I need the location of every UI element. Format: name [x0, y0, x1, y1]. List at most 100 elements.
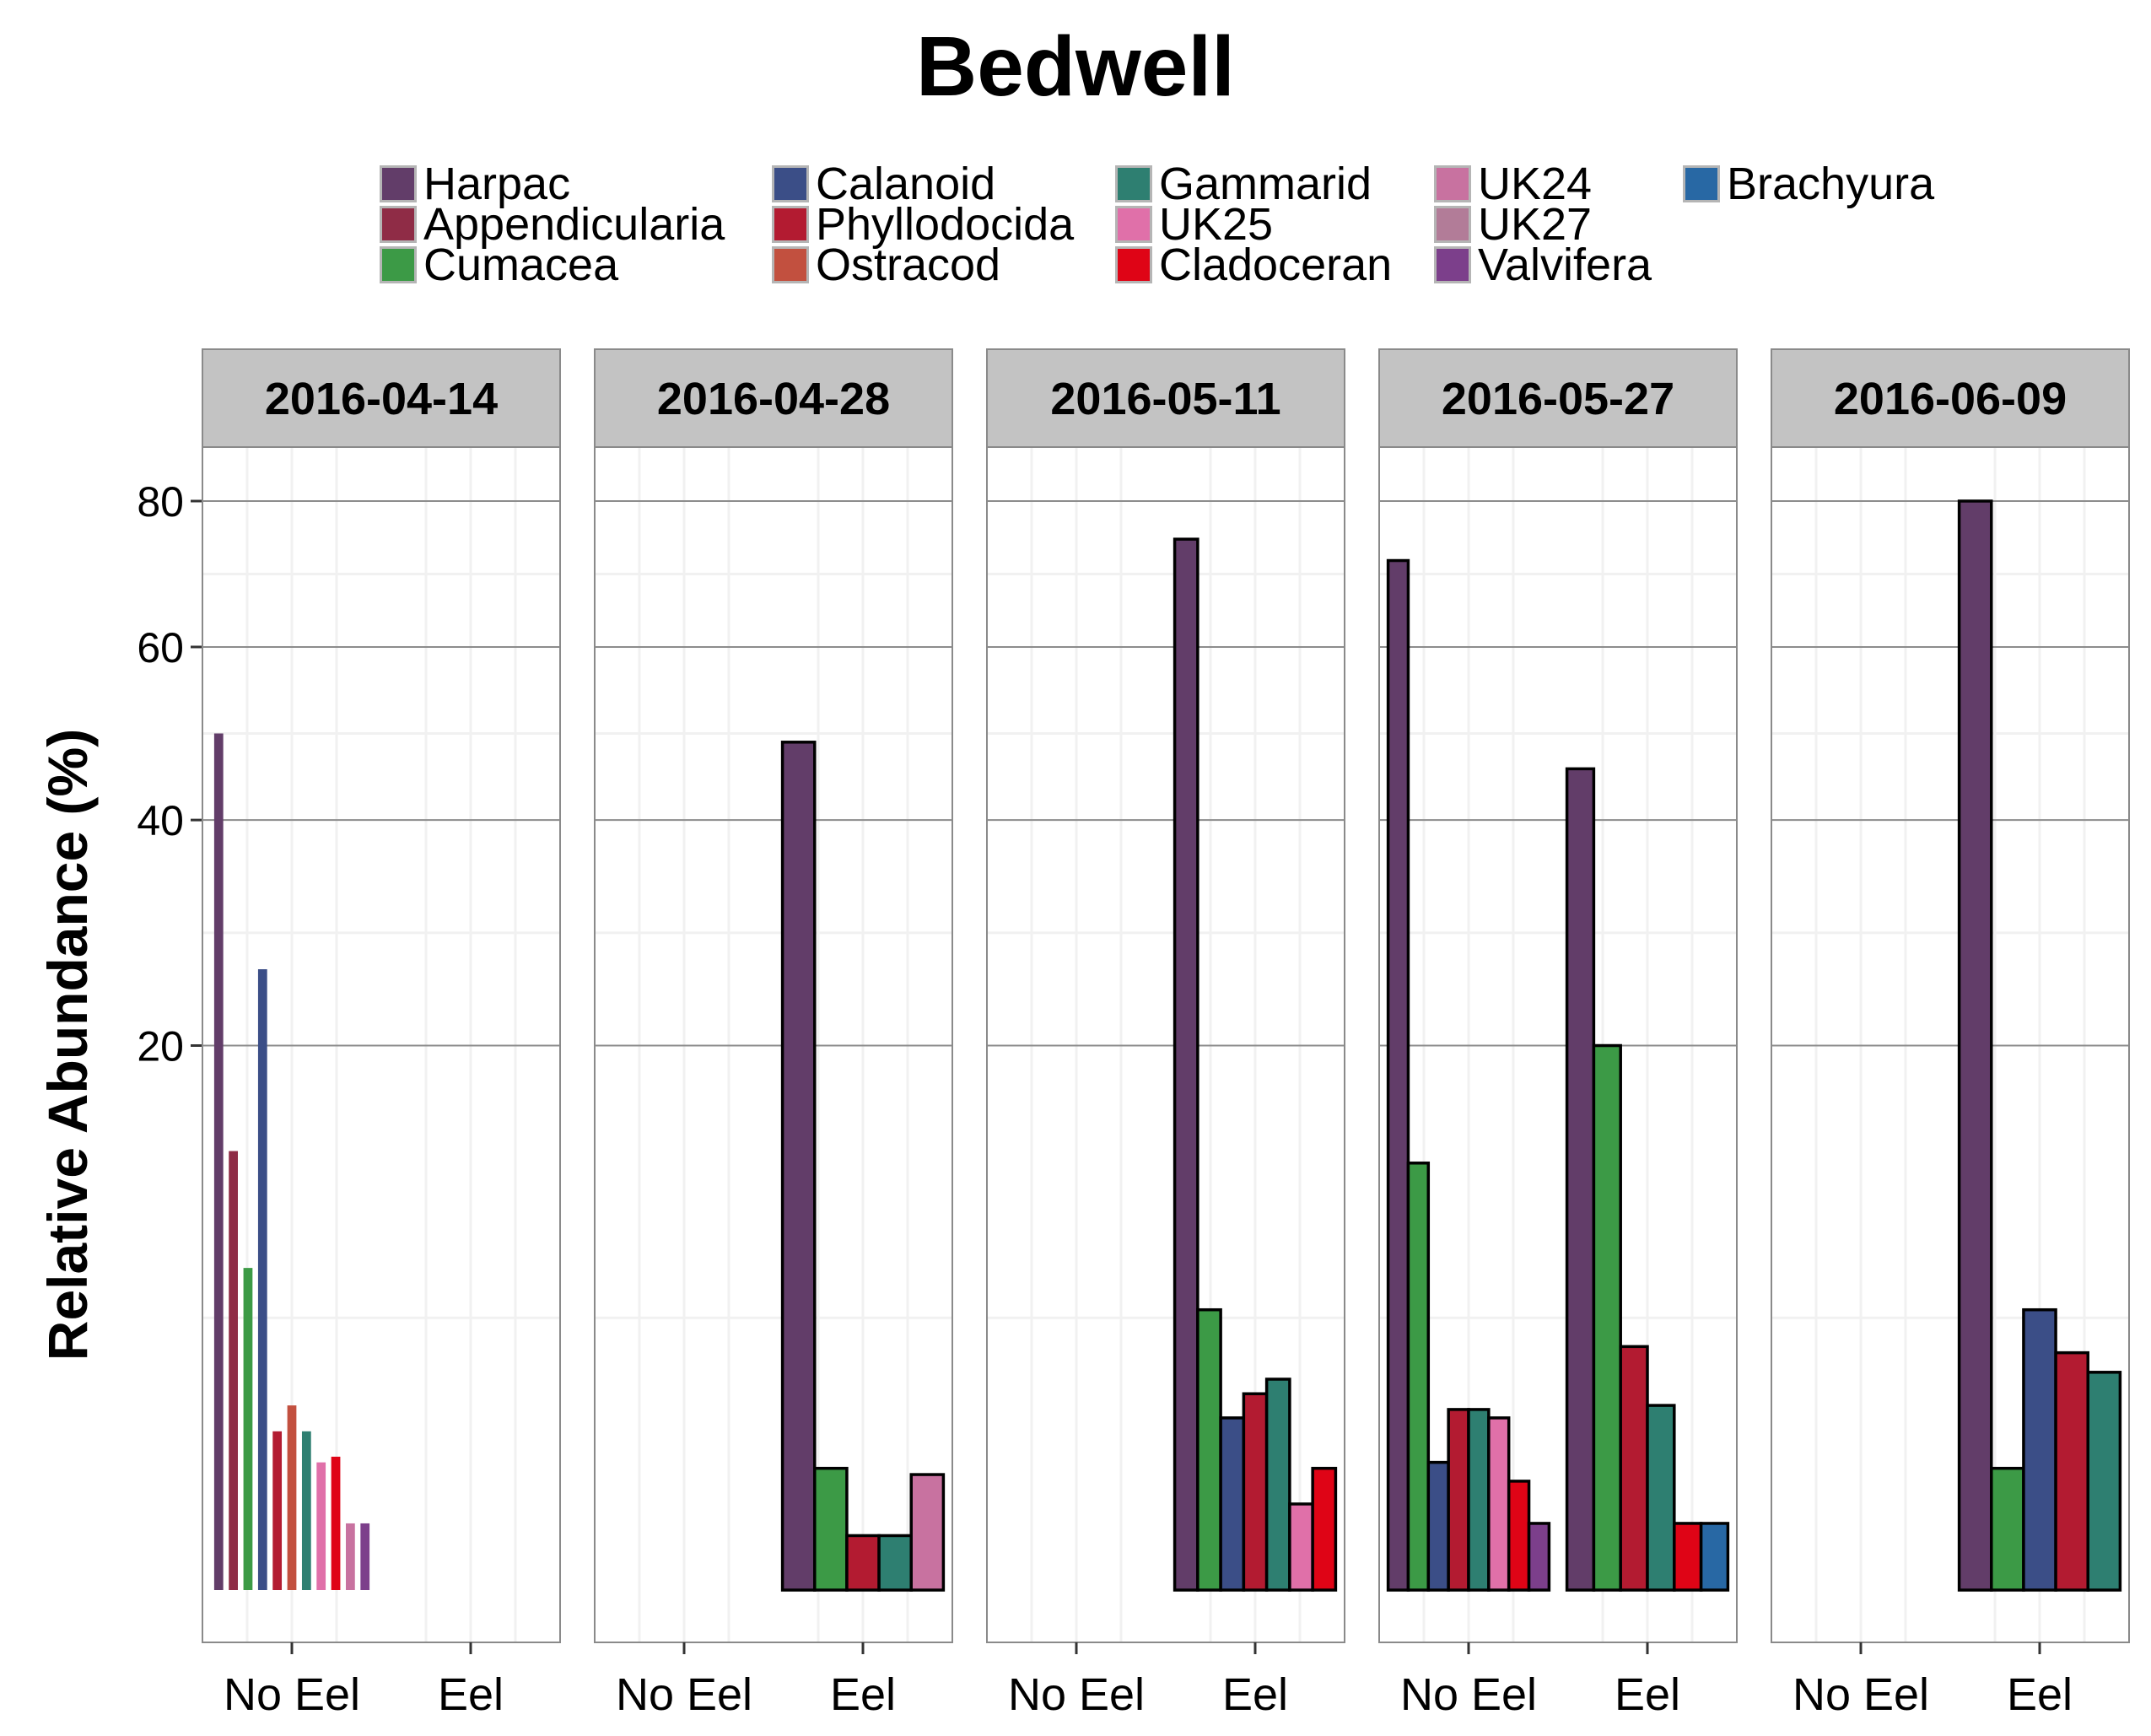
- bar-gammarid: [1264, 1377, 1291, 1592]
- legend-item-cladoceran: Cladoceran: [1115, 240, 1393, 290]
- bar-valvifera: [360, 1523, 370, 1590]
- bar-phyllodocida: [272, 1431, 283, 1590]
- legend-swatch: [1115, 246, 1152, 283]
- bar-harpac: [1565, 767, 1596, 1592]
- x-tick-label: Eel: [1222, 1669, 1288, 1720]
- bar-gammarid: [1646, 1404, 1676, 1592]
- bar-gammarid: [1467, 1408, 1491, 1592]
- panel-2016-04-14: 2016-04-14 No Eel Eel: [202, 348, 561, 1720]
- x-tick-label: Eel: [1615, 1669, 1680, 1720]
- x-tick-label: No Eel: [1792, 1669, 1929, 1720]
- legend-label: Gammarid: [1159, 159, 1372, 209]
- bar-cladoceran: [1673, 1522, 1703, 1592]
- legend-swatch: [380, 165, 417, 202]
- panel-2016-05-27: 2016-05-27 No Eel Eel: [1378, 348, 1738, 1720]
- panel-2016-05-11: 2016-05-11 No Eel Eel: [986, 348, 1345, 1720]
- legend-item-brachyura: Brachyura: [1683, 159, 1935, 209]
- y-tick-label: 20: [137, 1023, 184, 1070]
- legend-item-uk25: UK25: [1115, 199, 1274, 250]
- legend-label: Cladoceran: [1159, 240, 1393, 290]
- panel-border: [1771, 446, 2130, 1643]
- legend-label: Ostracod: [816, 240, 1001, 290]
- facet-strip-label: 2016-04-14: [265, 374, 498, 424]
- facet-strip: [986, 348, 1345, 448]
- legend-item-ostracod: Ostracod: [772, 240, 1001, 290]
- legend-swatch: [1115, 206, 1152, 243]
- bar-cumacea: [1406, 1162, 1431, 1592]
- bar-brachyura: [1699, 1522, 1730, 1592]
- legend-item-gammarid: Gammarid: [1115, 159, 1372, 209]
- bar-phyllodocida: [845, 1534, 881, 1592]
- facet-strip: [594, 348, 953, 448]
- bar-gammarid: [877, 1534, 913, 1592]
- bar-cumacea: [243, 1268, 253, 1590]
- panel-border: [986, 446, 1345, 1643]
- legend-item-calanoid: Calanoid: [772, 159, 996, 209]
- bar-calanoid: [1426, 1460, 1450, 1592]
- bar-harpac: [780, 741, 817, 1592]
- legend-label: Calanoid: [816, 159, 996, 209]
- legend-swatch: [1434, 246, 1471, 283]
- panel-2016-06-09: 2016-06-09 No Eel Eel: [1771, 348, 2130, 1720]
- bar-uk25: [1288, 1502, 1314, 1592]
- facet-strip-label: 2016-05-27: [1442, 374, 1674, 424]
- x-tick-label: Eel: [2007, 1669, 2073, 1720]
- legend-label: UK24: [1478, 159, 1593, 209]
- facet-strip-label: 2016-06-09: [1834, 374, 2067, 424]
- bar-valvifera: [1527, 1522, 1551, 1592]
- legend-swatch: [380, 246, 417, 283]
- x-tick-label: Eel: [830, 1669, 896, 1720]
- facet-strip: [1771, 348, 2130, 448]
- bar-cumacea: [1196, 1307, 1222, 1592]
- legend: Harpac Appendicularia Cumacea Calanoid Phyll…: [0, 0, 2151, 321]
- bar-cladoceran: [1311, 1466, 1338, 1592]
- legend-item-uk24: UK24: [1434, 159, 1593, 209]
- legend-swatch: [1115, 165, 1152, 202]
- legend-label: Harpac: [423, 159, 571, 209]
- bar-harpac: [1173, 537, 1199, 1592]
- bar-gammarid: [2086, 1371, 2122, 1592]
- x-tick-label: No Eel: [1008, 1669, 1145, 1720]
- bar-uk24: [909, 1473, 946, 1592]
- bar-cumacea: [1592, 1043, 1622, 1592]
- legend-label: Cumacea: [423, 240, 619, 290]
- bar-cumacea: [813, 1466, 849, 1592]
- bar-calanoid: [2022, 1307, 2057, 1592]
- legend-item-harpac: Harpac: [380, 159, 571, 209]
- bar-harpac: [213, 733, 224, 1590]
- bar-calanoid: [1219, 1416, 1246, 1592]
- bar-appendicularia: [229, 1151, 238, 1590]
- legend-swatch: [380, 206, 417, 243]
- legend-swatch: [772, 165, 809, 202]
- bar-cladoceran: [331, 1456, 341, 1590]
- legend-item-appendicularia: Appendicularia: [380, 202, 725, 247]
- bar-gammarid: [301, 1431, 311, 1590]
- legend-label: Brachyura: [1727, 159, 1935, 209]
- facet-strip-label: 2016-05-11: [1050, 374, 1280, 424]
- bar-cumacea: [1990, 1466, 2025, 1592]
- panel-border: [1378, 446, 1738, 1643]
- x-tick-label: No Eel: [616, 1669, 752, 1720]
- legend-label: Phyllodocida: [816, 199, 1075, 250]
- legend-label: UK25: [1159, 199, 1274, 250]
- legend-item-phyllodocida: Phyllodocida: [772, 199, 1075, 250]
- facet-strip-label: 2016-04-28: [657, 374, 890, 424]
- legend-swatch: [772, 246, 809, 283]
- bar-ostracod: [287, 1405, 297, 1590]
- bar-phyllodocida: [1242, 1392, 1269, 1592]
- legend-item-uk27: UK27: [1434, 202, 1592, 247]
- chart-title: Bedwell: [916, 19, 1235, 114]
- legend-swatch: [1434, 165, 1471, 202]
- y-tick-label: 80: [137, 478, 184, 526]
- legend-item-valvifera: Valvifera: [1434, 242, 1652, 288]
- legend-swatch: [772, 206, 809, 243]
- bar-uk24: [346, 1523, 355, 1590]
- bar-harpac: [1957, 499, 1993, 1592]
- bar-uk25: [1487, 1416, 1511, 1592]
- panel-border: [202, 446, 561, 1643]
- panel-border: [594, 446, 953, 1643]
- x-tick-label: Eel: [438, 1669, 504, 1720]
- panel-2016-04-28: 2016-04-28 No Eel Eel: [594, 348, 953, 1720]
